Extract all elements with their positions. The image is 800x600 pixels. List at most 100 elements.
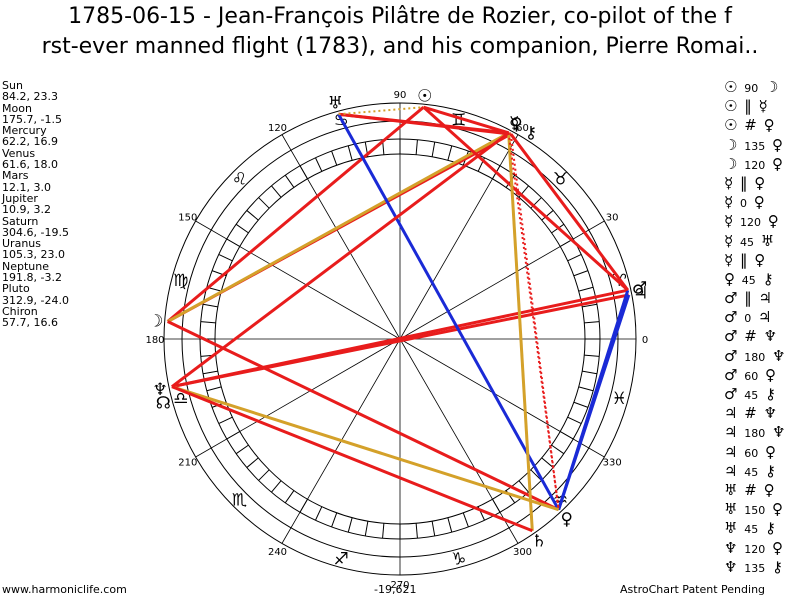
degree-tick (462, 512, 469, 528)
degree-tick (246, 210, 259, 221)
sign-glyph: ♏ (232, 491, 247, 511)
degree-tick (584, 321, 600, 324)
aspect-planet-glyph: ☿ (758, 97, 768, 116)
aspect-planet-glyph: ♃ (724, 404, 738, 423)
aspect-planet-glyph: ♆ (724, 538, 738, 557)
footer-website: www.harmoniclife.com (2, 583, 127, 596)
aspect-row: ♃ 60 ♀ (724, 443, 800, 462)
planet-coords-jupiter: 10.9, 3.2 (2, 203, 51, 217)
aspect-planet-glyph: ♀ (772, 135, 784, 154)
aspect-line (423, 105, 510, 135)
house-spoke (281, 134, 401, 340)
degree-tick (284, 490, 295, 504)
degree-tick (573, 401, 589, 408)
degree-tick (551, 444, 565, 455)
planet-glyph: ☽ (148, 312, 163, 332)
aspect-line (171, 293, 630, 389)
aspect-angle: 60 (744, 369, 759, 383)
degree-tick (206, 386, 222, 392)
planet-name-mars: Mars (2, 169, 29, 183)
house-spoke (399, 338, 605, 458)
aspect-row: ♃ 45 ⚷ (724, 462, 800, 481)
degree-tick (271, 480, 282, 493)
aspect-planet-glyph: ♂ (724, 385, 738, 403)
aspect-planet-glyph: ♀ (753, 193, 765, 212)
degree-labels: 0 30 60 90 120 150 180 210 240 270 300 330 (145, 90, 648, 591)
planet-coords-venus: 61.6, 18.0 (2, 158, 58, 172)
degree-tick (364, 521, 369, 537)
footer-total: -19,621 (374, 583, 417, 596)
planet-coords-saturn: 304.6, -19.5 (2, 225, 69, 239)
sign-glyph: ♉ (553, 169, 568, 189)
aspect-planet-glyph: ☽ (724, 135, 738, 154)
aspect-planet-glyph: ☿ (724, 173, 734, 192)
aspect-line (509, 133, 560, 510)
planet-name-neptune: Neptune (2, 259, 50, 273)
planet-coords-neptune: 191.8, -3.2 (2, 271, 62, 285)
aspect-line (557, 294, 631, 511)
planet-glyph: ☿ (509, 113, 519, 133)
aspect-planet-glyph: ♀ (772, 538, 784, 557)
aspect-planet-glyph: ♀ (763, 116, 775, 135)
aspect-line (171, 131, 510, 388)
aspect-planet-glyph: ⚷ (765, 519, 777, 538)
degree-tick (382, 523, 385, 539)
degree-tick (218, 416, 233, 424)
planet-glyph: ♄ (531, 532, 546, 552)
planet-name-chiron: Chiron (2, 304, 38, 318)
aspect-row: ☿ ‖ ♀ (724, 251, 800, 270)
aspect-planet-glyph: ⚷ (765, 385, 777, 403)
house-spoke (399, 134, 519, 340)
aspect-row: ☉ 90 ☽ (724, 78, 800, 97)
planet-name-moon: Moon (2, 101, 32, 115)
degree-tick (431, 521, 436, 537)
aspect-symbol: # (744, 480, 757, 499)
aspect-line (338, 106, 424, 116)
degree-label: 300 (513, 547, 532, 558)
aspect-planet-glyph: ♀ (765, 365, 777, 384)
aspect-angle: 135 (744, 139, 766, 153)
aspect-row: ♂ ‖ ♃ (724, 289, 800, 308)
aspect-angle: 135 (744, 561, 766, 575)
aspect-planet-glyph: ⚷ (765, 461, 777, 480)
planet-coords-mercury: 62.2, 16.9 (2, 135, 58, 149)
degree-tick (331, 150, 338, 166)
degree-tick (541, 210, 554, 221)
aspect-planet-glyph: ♆ (724, 557, 738, 576)
degree-label: 120 (268, 123, 287, 134)
aspect-planet-glyph: ♅ (724, 480, 738, 499)
sign-glyph: ♌ (232, 169, 247, 189)
planet-name-jupiter: Jupiter (2, 191, 38, 205)
aspect-line (509, 133, 630, 292)
aspect-row: ♂ 45 ⚷ (724, 385, 800, 404)
aspect-row: ☿ 45 ♅ (724, 232, 800, 251)
aspect-planet-glyph: ♀ (772, 500, 784, 519)
aspect-planet-glyph: ♂ (724, 346, 738, 365)
planet-coords-chiron: 57.7, 16.6 (2, 316, 58, 330)
degree-tick (347, 145, 353, 161)
aspect-row: ♆ 135 ⚷ (724, 558, 800, 577)
aspect-planet-glyph: ☉ (724, 116, 738, 135)
aspect-symbol: ‖ (740, 250, 748, 269)
planet-coords-moon: 175.7, -1.5 (2, 112, 62, 126)
aspect-row: ☿ ‖ ♀ (724, 174, 800, 193)
aspect-symbol: # (744, 327, 757, 346)
sign-glyph: ♐ (334, 549, 349, 569)
aspect-row: ♃ 180 ♆ (724, 423, 800, 442)
degree-tick (415, 523, 418, 539)
degree-label: 60 (516, 123, 529, 134)
aspect-planet-glyph: ♃ (758, 289, 772, 308)
aspect-planet-glyph: ♀ (754, 173, 766, 192)
aspect-list: ☉ 90 ☽ ☉ ‖ ☿ ☉ # ♀ ☽ 135 ♀ ☽ 120 ♀ ☿ ‖ ♀ ☿ 0 ♀… (724, 78, 800, 577)
aspect-angle: 45 (744, 523, 759, 537)
planet-glyph: ☉ (417, 86, 432, 106)
degree-tick (258, 469, 270, 481)
aspect-line (171, 385, 560, 512)
aspect-row: ☿ 0 ♀ (724, 193, 800, 212)
aspect-angle: 120 (744, 542, 766, 556)
footer-patent: AstroChart Patent Pending (620, 583, 766, 596)
aspect-symbol: # (744, 404, 757, 423)
planet-glyph: ♃ (633, 284, 648, 304)
planet-glyph: ♀ (510, 114, 522, 134)
degree-tick (518, 480, 529, 493)
